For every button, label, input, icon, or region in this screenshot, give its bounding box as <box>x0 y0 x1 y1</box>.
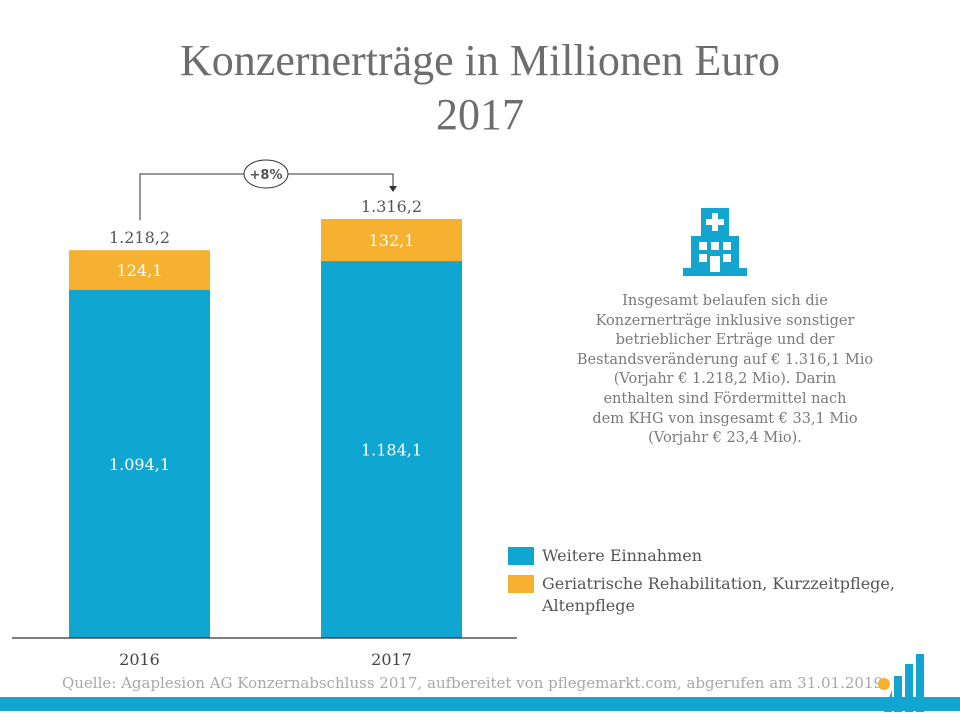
legend-swatch-geriatrie <box>508 575 534 593</box>
x-tick-label-2017: 2017 <box>371 650 412 669</box>
legend-item-geriatrie: Geriatrische Rehabilitation, Kurzzeitpfl… <box>508 573 942 617</box>
bottom-bar <box>0 697 960 711</box>
data-label-2017-weitere: 1.184,1 <box>361 441 422 460</box>
data-label-2017-geriatrie: 132,1 <box>369 231 415 250</box>
legend-swatch-weitere <box>508 547 534 565</box>
legend-label-geriatrie-line-1: Geriatrische Rehabilitation, Kurzzeitpfl… <box>542 574 895 593</box>
bar-segment-2016-geriatrie <box>69 250 210 290</box>
data-label-2016-weitere: 1.094,1 <box>109 455 170 474</box>
info-note: Insgesamt belaufen sich die Konzernerträ… <box>570 292 880 449</box>
title-line-1: Konzernerträge in Millionen Euro <box>180 36 780 85</box>
note-line: betrieblicher Erträge und der <box>615 332 835 349</box>
note-line: dem KHG von insgesamt € 33,1 Mio <box>592 410 858 427</box>
total-label-2016: 1.218,2 <box>109 228 170 247</box>
bar-segment-2017-weitere <box>321 261 462 638</box>
legend-label-geriatrie: Geriatrische Rehabilitation, Kurzzeitpfl… <box>542 573 942 617</box>
growth-label: +8% <box>250 168 283 183</box>
bar-segment-2016-weitere <box>69 289 210 638</box>
chart-title: Konzernerträge in Millionen Euro 2017 <box>0 34 960 142</box>
source-note: Quelle: Agaplesion AG Konzernabschluss 2… <box>61 674 884 692</box>
growth-arrowhead <box>389 186 397 192</box>
note-line: enthalten sind Fördermittel nach <box>603 390 847 407</box>
bar-segment-2017-geriatrie <box>321 219 462 262</box>
note-line: (Vorjahr € 1.218,2 Mio). Darin <box>613 371 837 388</box>
data-label-2016-geriatrie: 124,1 <box>117 261 163 280</box>
legend-label-geriatrie-line-2: Altenpflege <box>542 596 635 615</box>
hospital-icon <box>683 206 747 282</box>
title-line-2: 2017 <box>436 90 524 139</box>
note-line: Konzernerträge inklusive sonstiger <box>595 312 855 329</box>
note-line: (Vorjahr € 23,4 Mio). <box>648 430 802 447</box>
note-line: Insgesamt belaufen sich die <box>622 293 828 309</box>
note-line: Bestandsveränderung auf € 1.316,1 Mio <box>576 351 874 368</box>
growth-badge <box>243 159 289 189</box>
legend-label-weitere: Weitere Einnahmen <box>542 546 703 565</box>
legend-item-weitere: Weitere Einnahmen <box>508 545 942 567</box>
total-label-2017: 1.316,2 <box>361 197 422 216</box>
pflegemarkt-logo-icon <box>876 650 946 716</box>
x-tick-label-2016: 2016 <box>119 650 160 669</box>
